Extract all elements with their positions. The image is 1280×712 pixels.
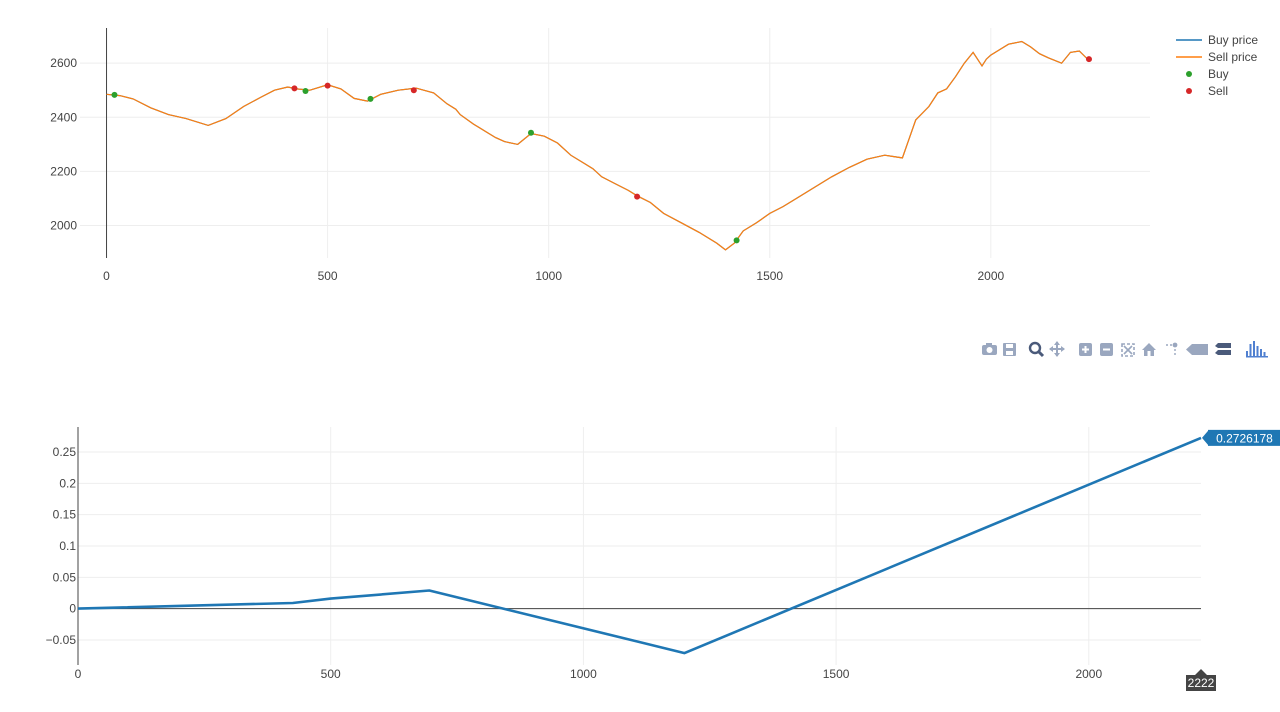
y-tick-label: 2200 [50, 164, 77, 178]
hover-y-box [1202, 429, 1280, 446]
y-tick-label: 0.25 [53, 445, 77, 459]
y-tick-label: 0 [69, 602, 76, 616]
zoom-out-icon[interactable] [1100, 343, 1113, 356]
x-tick-label: 0 [75, 667, 82, 681]
y-tick-label: 2400 [50, 110, 77, 124]
x-tick-label: 500 [321, 667, 341, 681]
sell-point[interactable] [324, 82, 331, 89]
return-line[interactable] [77, 436, 1202, 655]
zoom-in-icon[interactable] [1079, 343, 1092, 356]
autoscale-icon[interactable] [1121, 343, 1135, 357]
sell-point[interactable] [634, 193, 641, 200]
legend-marker [1186, 88, 1192, 94]
x-tick-label: 1500 [756, 269, 783, 283]
x-tick-label: 500 [318, 269, 338, 283]
y-tick-label: 0.05 [53, 570, 77, 584]
camera-icon[interactable] [982, 343, 997, 355]
x-tick-label: 0 [103, 269, 110, 283]
x-tick-label: 1000 [535, 269, 562, 283]
modebar [982, 341, 1268, 358]
sell-point[interactable] [1085, 56, 1092, 63]
save-icon[interactable] [1003, 343, 1016, 356]
spike-lines-icon[interactable] [1166, 342, 1178, 356]
zoom-icon[interactable] [1028, 341, 1045, 358]
reset-axes-icon[interactable] [1142, 343, 1156, 356]
sell-price-line[interactable] [106, 40, 1090, 251]
hover-x-label: 2222 [1186, 669, 1216, 691]
buy-point[interactable] [367, 95, 374, 102]
legend-label: Sell [1208, 84, 1228, 98]
buy-point[interactable] [111, 91, 118, 98]
y-tick-label: 2600 [50, 56, 77, 70]
sell-point[interactable] [410, 87, 417, 94]
legend-marker [1186, 71, 1192, 77]
legend-item[interactable]: Sell [1186, 84, 1228, 98]
buy-point[interactable] [527, 129, 534, 136]
legend-label: Sell price [1208, 50, 1258, 64]
plotly-logo-icon[interactable] [1246, 341, 1268, 358]
sell-point[interactable] [291, 85, 298, 92]
y-tick-label: 0.1 [59, 539, 76, 553]
buy-point[interactable] [733, 237, 740, 244]
legend-label: Buy [1208, 67, 1229, 81]
pan-icon[interactable] [1049, 341, 1065, 357]
hover-y-label: 0.2726178 [1202, 429, 1280, 446]
hover-x-box [1186, 669, 1216, 691]
y-tick-label: 2000 [50, 219, 77, 233]
y-tick-label: 0.2 [59, 476, 76, 490]
x-tick-label: 2000 [1075, 667, 1102, 681]
buy-point[interactable] [302, 88, 309, 95]
y-tick-label: −0.05 [46, 633, 77, 647]
x-tick-label: 2000 [977, 269, 1004, 283]
x-tick-label: 1000 [570, 667, 597, 681]
x-tick-label: 1500 [823, 667, 850, 681]
hover-x-value: 2222 [1188, 676, 1215, 690]
y-tick-label: 0.15 [53, 508, 77, 522]
return-chart[interactable]: 0 500 1000 1500 2000 −0.05 0 0.05 0.1 0.15 0.2 0.25… [0, 400, 1280, 700]
price-chart[interactable]: 0 500 1000 1500 2000 2000 2200 2400 2600 Buy pric… [0, 0, 1280, 300]
legend: Buy price Sell price Buy Sell [1176, 33, 1258, 98]
hover-closest-icon[interactable] [1186, 344, 1208, 355]
legend-item[interactable]: Buy [1186, 67, 1229, 81]
buy-price-line[interactable] [106, 40, 1090, 251]
legend-item[interactable]: Sell price [1176, 50, 1258, 64]
legend-item[interactable]: Buy price [1176, 33, 1258, 47]
legend-label: Buy price [1208, 33, 1258, 47]
hover-y-value: 0.2726178 [1216, 431, 1273, 445]
hover-compare-icon[interactable] [1215, 343, 1231, 355]
